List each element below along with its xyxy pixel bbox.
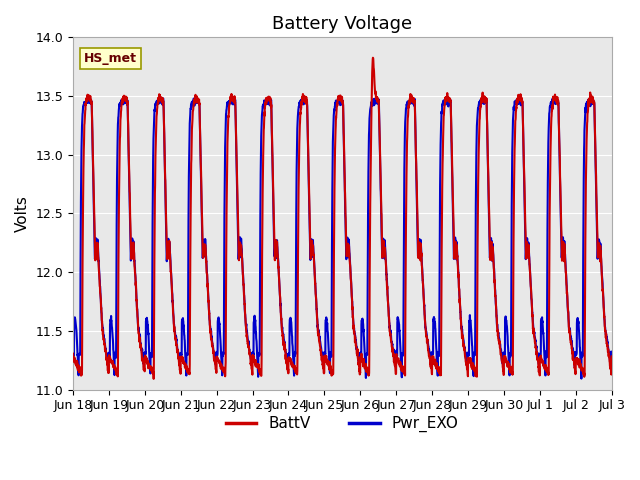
Title: Battery Voltage: Battery Voltage [272, 15, 412, 33]
Legend: BattV, Pwr_EXO: BattV, Pwr_EXO [220, 410, 465, 438]
Y-axis label: Volts: Volts [15, 195, 30, 232]
Text: HS_met: HS_met [84, 52, 137, 65]
